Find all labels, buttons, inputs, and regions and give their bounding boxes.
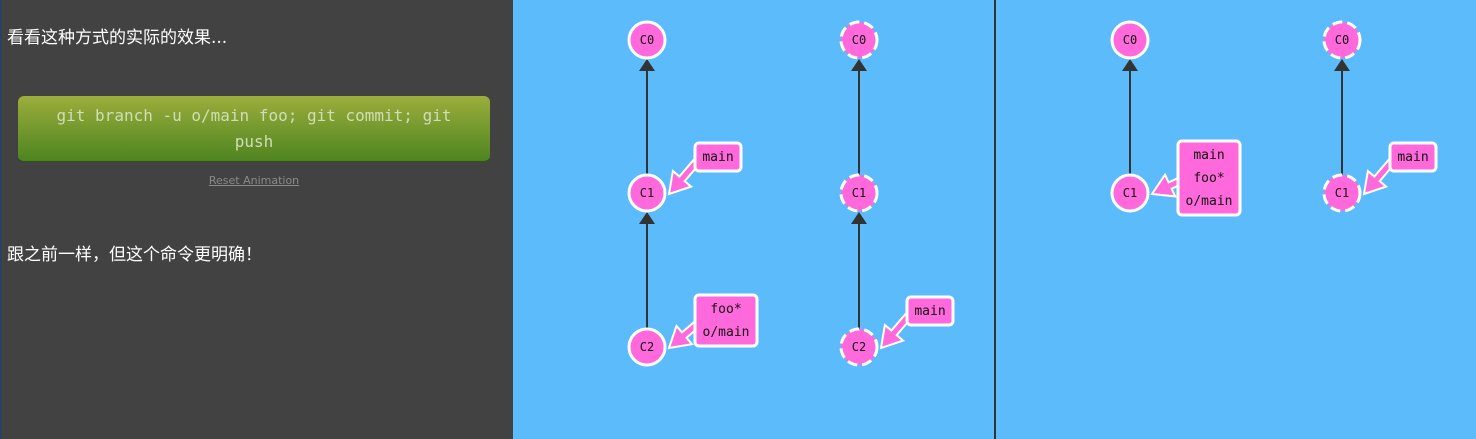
reset-animation-link[interactable]: Reset Animation <box>208 174 300 187</box>
commit-label: C0 <box>852 33 866 47</box>
commit-label: C1 <box>852 186 866 200</box>
panel-edge <box>0 0 2 439</box>
commit-node[interactable] <box>627 173 667 213</box>
git-visualization: C0 C1 C2 main foo* o/main C0 C1 C2 main C0 C1 main… <box>513 0 1476 439</box>
commit-node[interactable] <box>627 327 667 367</box>
branch-tag[interactable] <box>1388 141 1438 173</box>
branch-name: foo* <box>710 302 741 317</box>
edge-arrowhead <box>851 59 867 71</box>
intro-text: 看看这种方式的实际的效果... <box>7 28 228 48</box>
commit-node[interactable] <box>627 20 667 60</box>
commit-node[interactable] <box>1322 173 1362 213</box>
branch-tag[interactable] <box>693 141 743 173</box>
commit-node[interactable] <box>839 20 879 60</box>
before-remote-graph: C0 C1 C2 main <box>839 20 955 367</box>
branch-tag[interactable] <box>693 293 759 348</box>
instructions-panel: 看看这种方式的实际的效果... git branch -u o/main foo… <box>0 0 513 439</box>
commit-label: C2 <box>852 340 866 354</box>
commit-node[interactable] <box>1322 20 1362 60</box>
branch-name: main <box>1397 150 1428 165</box>
commit-node[interactable] <box>839 173 879 213</box>
outro-text: 跟之前一样，但这个命令更明确！ <box>7 245 262 265</box>
commit-label: C2 <box>640 340 654 354</box>
edge-arrowhead <box>639 212 655 224</box>
commit-label: C1 <box>640 186 654 200</box>
branch-name: foo* <box>1193 171 1224 186</box>
commit-node[interactable] <box>1110 173 1150 213</box>
branch-name: o/main <box>1186 194 1233 209</box>
after-remote-graph: C0 C1 main <box>1322 20 1438 213</box>
commit-label: C0 <box>1335 33 1349 47</box>
commit-node[interactable] <box>1110 20 1150 60</box>
edge-arrowhead <box>639 59 655 71</box>
commit-label: C1 <box>1123 186 1137 200</box>
branch-name: main <box>702 150 733 165</box>
branch-name: main <box>914 304 945 319</box>
after-local-graph: C0 C1 main foo* o/main <box>1110 20 1242 217</box>
edge-arrowhead <box>851 212 867 224</box>
commit-node[interactable] <box>839 327 879 367</box>
before-local-graph: C0 C1 C2 main foo* o/main <box>627 20 759 367</box>
edge-arrowhead <box>1334 59 1350 71</box>
commit-label: C0 <box>1123 33 1137 47</box>
branch-name: main <box>1193 148 1224 163</box>
commit-label: C1 <box>1335 186 1349 200</box>
branch-name: o/main <box>703 325 750 340</box>
edge-arrowhead <box>1122 59 1138 71</box>
branch-tag[interactable] <box>905 295 955 327</box>
branch-tag[interactable] <box>1176 139 1242 217</box>
command-button[interactable]: git branch -u o/main foo; git commit; gi… <box>18 96 490 162</box>
commit-label: C0 <box>640 33 654 47</box>
